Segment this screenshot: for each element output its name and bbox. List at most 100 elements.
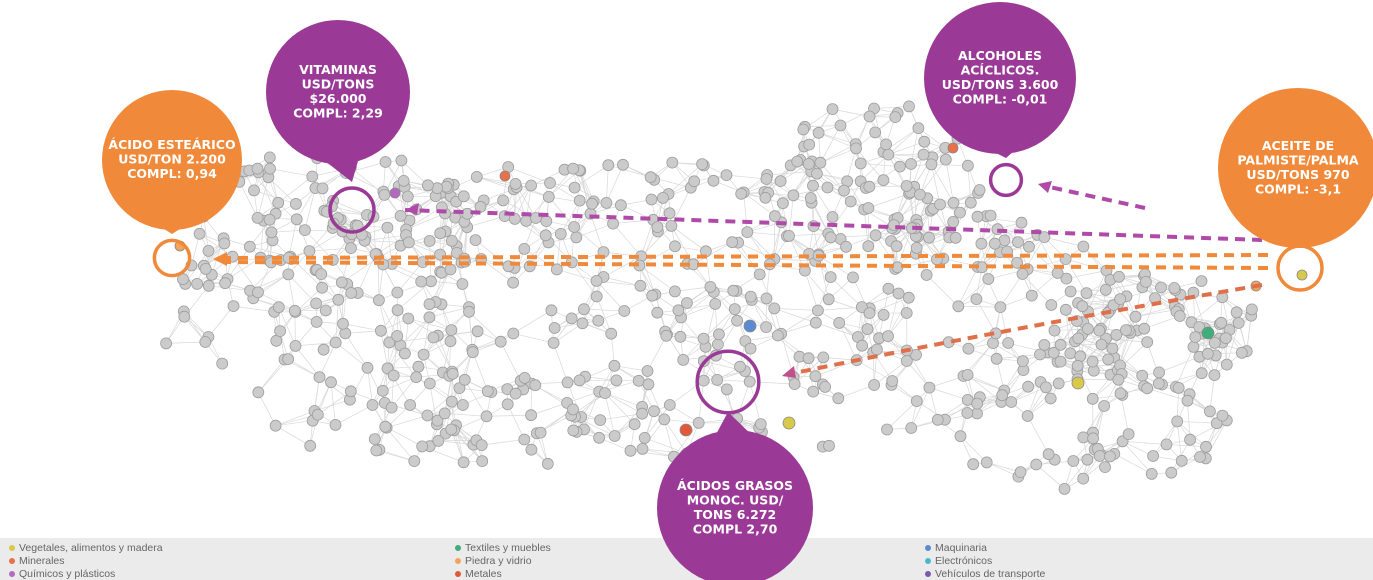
node [361, 361, 374, 374]
node [457, 190, 470, 203]
node [692, 416, 705, 429]
node [862, 202, 875, 214]
edge [560, 200, 581, 235]
node [769, 210, 781, 223]
node [651, 221, 664, 234]
legend-label: Químicos y plásticos [19, 568, 115, 580]
node [854, 157, 867, 170]
node [1077, 431, 1090, 444]
node [1093, 450, 1106, 462]
node [862, 240, 875, 253]
edge [981, 267, 1001, 308]
edge [749, 381, 795, 385]
node [1086, 355, 1099, 368]
edge [345, 330, 381, 334]
node [914, 188, 926, 201]
node [962, 159, 974, 172]
edge [373, 216, 376, 255]
node [967, 458, 980, 471]
edge [869, 313, 878, 350]
edge [1028, 246, 1058, 274]
edge [774, 258, 816, 262]
node [379, 420, 392, 433]
node [782, 416, 796, 430]
arrow-head [1038, 181, 1052, 193]
edge [919, 159, 947, 195]
edge [1011, 387, 1047, 403]
edge [888, 127, 919, 155]
node [525, 409, 537, 422]
node [809, 370, 822, 383]
edge [596, 296, 612, 334]
node [1071, 359, 1084, 372]
node [1189, 331, 1202, 344]
node [554, 227, 567, 240]
legend-label: Textiles y muebles [465, 542, 551, 554]
edge [820, 143, 856, 164]
edge [582, 280, 597, 324]
edge [888, 141, 925, 155]
node [1165, 466, 1178, 479]
edge [468, 311, 501, 342]
node [1140, 275, 1152, 288]
edge [766, 298, 779, 336]
node [1012, 236, 1024, 249]
node [264, 162, 276, 175]
node [335, 276, 348, 289]
legend: Vegetales, alimentos y maderaMineralesQu… [9, 542, 1045, 580]
node [1034, 348, 1046, 361]
edge [749, 381, 762, 425]
edge [818, 132, 857, 149]
node [889, 111, 902, 123]
node [408, 455, 421, 468]
node [744, 342, 757, 355]
node [590, 274, 603, 287]
node [508, 212, 521, 225]
edge [341, 248, 352, 283]
edge [782, 171, 812, 204]
edge [548, 196, 575, 228]
node [674, 330, 687, 343]
node [520, 214, 533, 227]
node [743, 375, 756, 388]
node [971, 210, 984, 223]
highlight-ring [1276, 244, 1324, 292]
legend-dot [455, 558, 461, 564]
edge [1193, 292, 1206, 329]
node [578, 303, 590, 316]
edge [378, 264, 384, 301]
edge [452, 373, 488, 392]
edge [1122, 440, 1167, 445]
node [289, 339, 302, 352]
edge [600, 413, 643, 421]
callout-text: ÁCIDOS GRASOS [677, 478, 793, 493]
node [542, 190, 555, 203]
node [1095, 338, 1108, 351]
node [313, 371, 326, 384]
node [760, 292, 773, 305]
edge [931, 164, 968, 167]
node [1087, 432, 1099, 445]
edge [472, 352, 489, 392]
node [987, 337, 999, 350]
edge [486, 414, 532, 417]
node [954, 430, 967, 443]
node [681, 297, 693, 309]
node [900, 180, 913, 192]
node [470, 170, 483, 183]
node [398, 347, 411, 360]
node [431, 414, 444, 427]
node [925, 158, 938, 171]
node [423, 311, 436, 324]
node [310, 297, 323, 310]
edge [378, 300, 398, 337]
node [481, 385, 494, 398]
node [567, 162, 579, 175]
node [219, 277, 232, 290]
node [1098, 400, 1110, 412]
node [1184, 433, 1196, 446]
node [366, 399, 379, 411]
node [754, 418, 767, 431]
edge [608, 164, 651, 178]
node [329, 336, 342, 349]
